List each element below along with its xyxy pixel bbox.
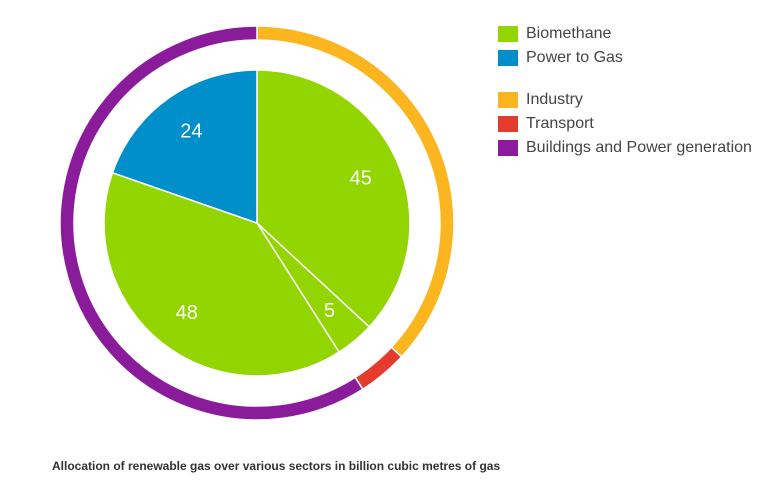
chart-caption: Allocation of renewable gas over various… bbox=[52, 459, 501, 473]
legend-label-power-to-gas: Power to Gas bbox=[526, 49, 623, 66]
slice-label-24: 24 bbox=[180, 121, 202, 143]
legend-label-biomethane: Biomethane bbox=[526, 25, 612, 42]
legend-item-buildings-and-power-generation[interactable]: Buildings and Power generation bbox=[498, 136, 752, 160]
legend: Biomethane Power to Gas Industry Transpo… bbox=[498, 22, 752, 160]
legend-swatch-transport bbox=[498, 116, 518, 132]
legend-label-buildings-and-power-generation: Buildings and Power generation bbox=[526, 139, 752, 156]
legend-swatch-power-to-gas bbox=[498, 50, 518, 66]
legend-swatch-industry bbox=[498, 92, 518, 108]
legend-item-transport[interactable]: Transport bbox=[498, 112, 752, 136]
ring-segment-buildings-and-power-generation[interactable] bbox=[59, 25, 364, 421]
legend-item-industry[interactable]: Industry bbox=[498, 88, 752, 112]
legend-item-power-to-gas[interactable]: Power to Gas bbox=[498, 46, 752, 70]
slice-label-45: 45 bbox=[350, 168, 372, 190]
legend-label-industry: Industry bbox=[526, 91, 583, 108]
legend-label-transport: Transport bbox=[526, 115, 594, 132]
pie-slice-biomethane-48[interactable] bbox=[103, 171, 341, 377]
legend-group-spacer bbox=[498, 70, 752, 88]
ring-segment-transport[interactable] bbox=[354, 346, 403, 391]
slice-label-48: 48 bbox=[176, 302, 198, 324]
pie-slice-power-to-gas-24[interactable] bbox=[111, 69, 258, 225]
slice-label-5: 5 bbox=[324, 300, 335, 322]
pie-slice-biomethane-45[interactable] bbox=[256, 69, 411, 328]
legend-swatch-biomethane bbox=[498, 26, 518, 42]
legend-swatch-buildings-and-power-generation bbox=[498, 140, 518, 156]
legend-item-biomethane[interactable]: Biomethane bbox=[498, 22, 752, 46]
